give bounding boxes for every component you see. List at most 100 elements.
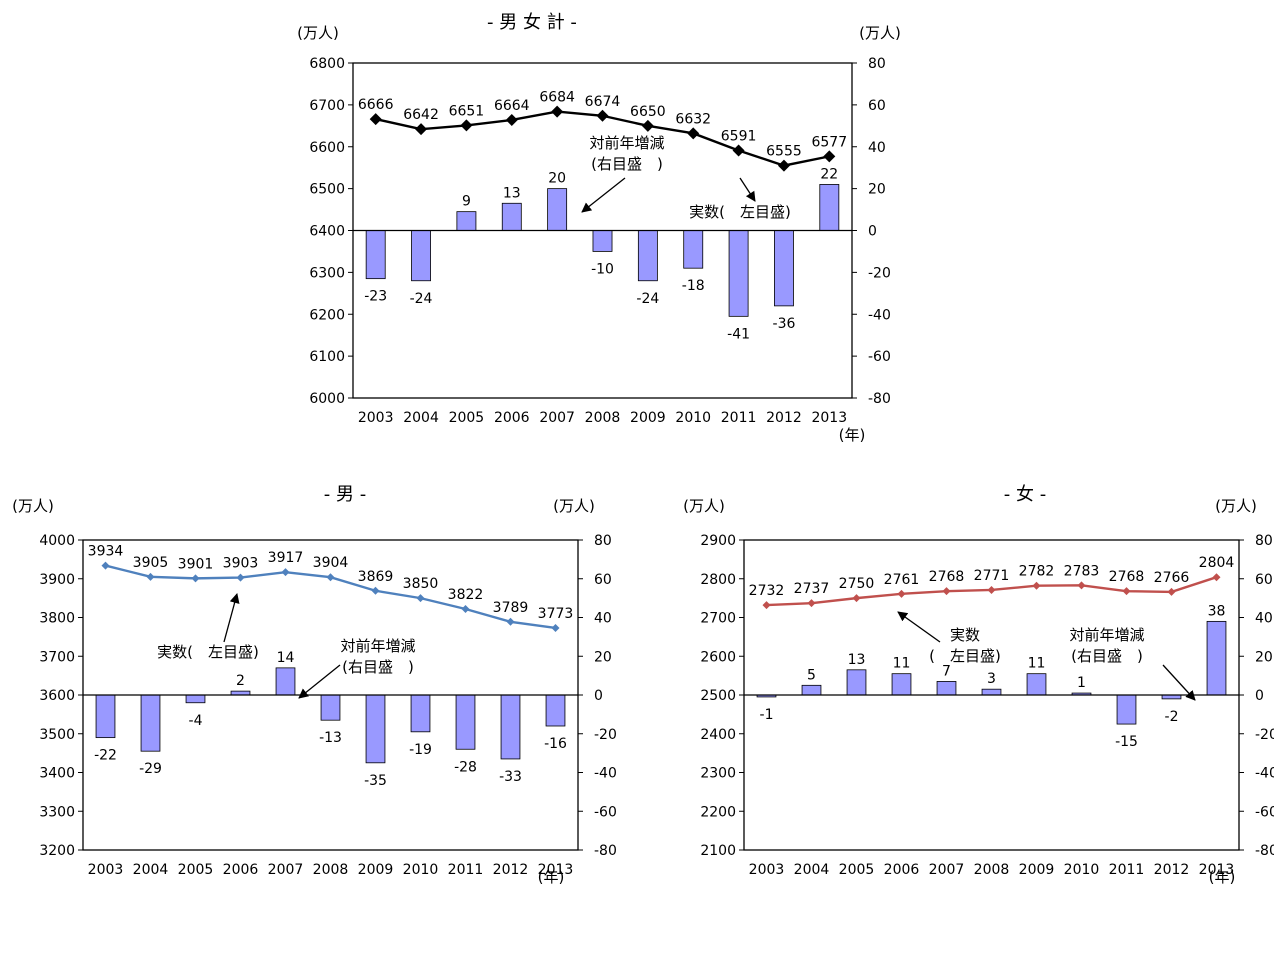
- annotation-text: (右目盛 ): [342, 658, 414, 676]
- annotation-text: 対前年増減: [1069, 626, 1144, 644]
- line-marker: [415, 123, 428, 136]
- right-tick-label: -20: [594, 727, 617, 743]
- category-label: 2013: [538, 862, 574, 878]
- category-label: 2007: [539, 410, 575, 426]
- left-tick-label: 3200: [39, 843, 75, 859]
- line-marker: [1167, 587, 1176, 596]
- line-marker: [687, 127, 700, 140]
- category-label: 2008: [585, 410, 621, 426]
- left-tick-label: 3900: [39, 572, 75, 588]
- right-tick-label: 80: [594, 533, 612, 549]
- right-tick-label: 60: [868, 98, 886, 114]
- bar: [95, 694, 116, 739]
- bar: [410, 694, 431, 733]
- line-marker: [807, 599, 816, 608]
- left-unit-label: (万人): [683, 497, 725, 515]
- line-data-label: 3934: [88, 544, 124, 560]
- category-label: 2008: [974, 862, 1010, 878]
- bar-data-label: -24: [636, 291, 659, 307]
- category-label: 2009: [1019, 862, 1055, 878]
- line-marker: [551, 623, 560, 632]
- bar: [501, 202, 522, 231]
- category-label: 2011: [1109, 862, 1145, 878]
- bar-data-label: -1: [760, 707, 774, 723]
- line-data-label: 3773: [538, 606, 574, 622]
- bar: [819, 184, 840, 231]
- category-label: 2007: [268, 862, 304, 878]
- chart-panel-1: - 男 女 計 - (万人) (万人) (年) 6000 6100 6200 6300 6400…: [297, 12, 901, 444]
- line-marker: [1077, 581, 1086, 590]
- bar: [455, 694, 476, 750]
- left-tick-label: 6800: [309, 56, 345, 72]
- year-unit-label: (年): [1209, 868, 1236, 886]
- bar: [592, 230, 613, 252]
- bar: [801, 684, 822, 696]
- category-label: 2008: [313, 862, 349, 878]
- left-tick-label: 6400: [309, 224, 345, 240]
- line-marker: [101, 561, 110, 570]
- line-data-label: 2750: [839, 576, 875, 592]
- left-tick-label: 2700: [700, 611, 736, 627]
- annotation-text: 実数( 左目盛): [157, 643, 259, 661]
- bar-data-label: 22: [820, 166, 838, 182]
- left-tick-label: 6700: [309, 98, 345, 114]
- bar-data-label: 2: [236, 673, 245, 689]
- right-tick-label: -60: [1255, 804, 1274, 820]
- right-tick-label: 80: [868, 56, 886, 72]
- left-tick-label: 3800: [39, 611, 75, 627]
- line-data-label: 6632: [675, 111, 711, 127]
- year-unit-label: (年): [839, 426, 866, 444]
- left-tick-label: 2400: [700, 727, 736, 743]
- line-data-label: 2782: [1019, 564, 1055, 580]
- line-marker: [596, 109, 609, 122]
- line-marker: [506, 617, 515, 626]
- chart-panel-2: - 男 - (万人) (万人) (年) 3200 3300 3400 3500 3600 3700…: [12, 484, 617, 886]
- bar: [545, 694, 566, 727]
- category-label: 2003: [358, 410, 394, 426]
- bar: [981, 688, 1002, 696]
- bar: [500, 694, 521, 760]
- bar-data-label: -28: [454, 759, 477, 775]
- category-label: 2010: [675, 410, 711, 426]
- line-data-label: 6674: [585, 94, 621, 110]
- line-marker: [1122, 587, 1131, 596]
- bar-data-label: -33: [499, 769, 522, 785]
- annotation-text: (右目盛 ): [1071, 647, 1143, 665]
- category-label: 2004: [794, 862, 830, 878]
- category-label: 2003: [749, 862, 785, 878]
- bar-data-label: 7: [942, 663, 951, 679]
- bar-data-label: -13: [319, 730, 342, 746]
- bar-data-label: 13: [503, 185, 521, 201]
- bar-data-label: -24: [410, 291, 433, 307]
- line-marker: [732, 144, 745, 157]
- bar: [637, 230, 658, 282]
- line-marker: [987, 585, 996, 594]
- bar-data-label: -29: [139, 761, 162, 777]
- right-tick-label: 20: [594, 649, 612, 665]
- bar-data-label: 3: [987, 671, 996, 687]
- right-tick-label: 0: [594, 688, 603, 704]
- bar: [1026, 673, 1047, 696]
- line-marker: [461, 604, 470, 613]
- bar-data-label: -4: [189, 713, 203, 729]
- right-tick-label: -20: [868, 265, 891, 281]
- line-marker: [236, 573, 245, 582]
- bar: [774, 230, 794, 307]
- category-label: 2013: [811, 410, 847, 426]
- annotation-arrow: [298, 664, 341, 699]
- annotation-arrow: [739, 177, 756, 202]
- annotation-arrow: [223, 593, 240, 643]
- category-label: 2010: [1064, 862, 1100, 878]
- annotation-text: 対前年増減: [589, 134, 664, 152]
- line-data-label: 2766: [1154, 570, 1190, 586]
- category-label: 2010: [403, 862, 439, 878]
- left-tick-label: 6600: [309, 140, 345, 156]
- bar: [1116, 694, 1137, 725]
- left-tick-label: 2200: [700, 804, 736, 820]
- left-tick-label: 2600: [700, 649, 736, 665]
- bar: [185, 694, 206, 704]
- annotation-text: 実数: [950, 626, 980, 644]
- line-marker: [416, 594, 425, 603]
- line-marker: [852, 594, 861, 603]
